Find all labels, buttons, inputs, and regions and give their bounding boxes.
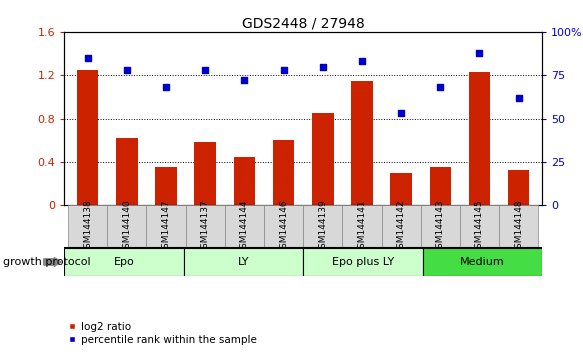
Bar [64,248,184,276]
Bar [68,205,107,248]
Bar [351,81,373,205]
Text: GSM144146: GSM144146 [279,199,288,254]
Point [436,85,445,90]
Bar [225,205,264,248]
Text: Medium: Medium [460,257,505,267]
Point [318,64,328,69]
Text: LY: LY [238,257,249,267]
Bar [116,138,138,205]
Text: GSM144139: GSM144139 [318,199,327,254]
Bar [303,205,342,248]
Point [240,78,249,83]
Bar [155,167,177,205]
Bar [381,205,421,248]
Bar [469,72,490,205]
Text: GSM144140: GSM144140 [122,199,131,254]
Bar [423,248,542,276]
Text: GSM144138: GSM144138 [83,199,92,254]
Title: GDS2448 / 27948: GDS2448 / 27948 [242,17,364,31]
Bar [77,70,99,205]
Bar [273,140,294,205]
Point [514,95,524,101]
Point [161,85,171,90]
Bar [264,205,303,248]
Bar [421,205,460,248]
Text: GSM144143: GSM144143 [436,199,445,254]
Bar [194,142,216,205]
Text: GSM144145: GSM144145 [475,199,484,254]
Point [279,67,288,73]
Bar [107,205,146,248]
Text: GSM144148: GSM144148 [514,199,523,254]
Point [122,67,132,73]
Point [83,55,92,61]
Text: GSM144141: GSM144141 [357,199,367,254]
Bar [146,205,185,248]
Text: GSM144137: GSM144137 [201,199,210,254]
Point [201,67,210,73]
Bar [460,205,499,248]
Text: growth protocol: growth protocol [3,257,90,267]
Bar [312,113,333,205]
Bar [391,173,412,205]
Bar [184,248,303,276]
Bar [303,248,423,276]
Point [396,110,406,116]
Text: Epo plus LY: Epo plus LY [332,257,394,267]
Bar [185,205,225,248]
Bar [234,156,255,205]
Bar [430,167,451,205]
Text: Epo: Epo [114,257,134,267]
Bar [499,205,538,248]
Bar [508,170,529,205]
Text: GSM144144: GSM144144 [240,199,249,254]
Point [357,58,367,64]
Text: GSM144147: GSM144147 [161,199,170,254]
Point [475,50,484,56]
Text: GSM144142: GSM144142 [396,199,406,254]
Bar [342,205,381,248]
Legend: log2 ratio, percentile rank within the sample: log2 ratio, percentile rank within the s… [64,317,261,349]
